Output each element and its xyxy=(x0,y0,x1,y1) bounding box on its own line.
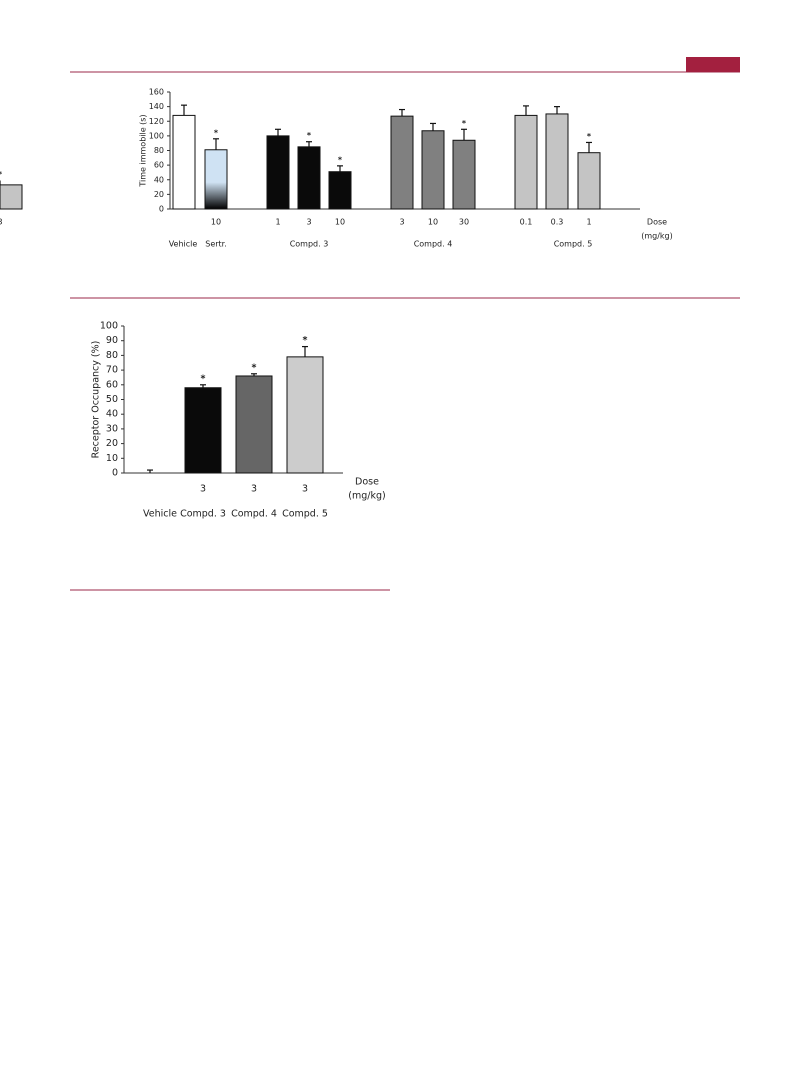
group-label: Compd. 5 xyxy=(554,240,593,249)
significance-label: * xyxy=(0,170,3,179)
bar xyxy=(235,375,273,474)
group-label: Compd. 4 xyxy=(231,509,277,520)
group-label: Compd. 5 xyxy=(282,509,328,520)
significance-label: * xyxy=(252,362,257,373)
dose-label: 0.1 xyxy=(520,218,533,227)
y-axis-label: Time immobile (s) xyxy=(139,114,148,187)
group-label: Compd. 4 xyxy=(414,240,453,249)
bar xyxy=(297,146,321,210)
dose-label: 3 xyxy=(0,218,3,227)
group-label: Sertr. xyxy=(205,240,227,249)
bar xyxy=(266,135,290,210)
dose-label: 10 xyxy=(211,218,221,227)
chart: 0 20 40 60 80 100 120 140 160 Time immobile (s) Do… xyxy=(0,88,673,249)
dose-label: 3 xyxy=(200,484,206,495)
dose-label: 30 xyxy=(459,218,469,227)
significance-label: * xyxy=(338,155,343,164)
dose-label: 10 xyxy=(335,218,345,227)
header-tab xyxy=(686,57,740,72)
x-axis-label: Dose xyxy=(647,218,667,227)
y-tick-label: 90 xyxy=(106,335,118,346)
dose-label: 3 xyxy=(306,218,311,227)
y-tick-label: 30 xyxy=(106,423,118,434)
bar xyxy=(545,113,569,210)
significance-label: * xyxy=(214,128,219,137)
group-label: Vehicle xyxy=(143,509,177,520)
bar xyxy=(172,114,196,210)
x-axis-label: (mg/kg) xyxy=(641,232,673,241)
y-axis-label: Receptor Occupancy (%) xyxy=(91,341,102,459)
y-tick-label: 40 xyxy=(154,175,164,184)
bar xyxy=(421,130,445,210)
y-tick-label: 70 xyxy=(106,365,118,376)
dose-label: 0.3 xyxy=(551,218,564,227)
bar xyxy=(577,152,601,210)
y-tick-label: 80 xyxy=(106,350,118,361)
dose-label: 3 xyxy=(399,218,404,227)
y-tick-label: 100 xyxy=(100,321,118,332)
bar xyxy=(0,184,23,210)
bar xyxy=(452,139,476,210)
significance-label: * xyxy=(587,132,592,141)
y-tick-label: 40 xyxy=(106,409,118,420)
y-tick-label: 20 xyxy=(106,438,118,449)
group-label: Compd. 3 xyxy=(290,240,329,249)
significance-label: * xyxy=(303,335,308,346)
bar xyxy=(184,387,222,474)
bar xyxy=(204,149,228,210)
dose-label: 3 xyxy=(302,484,308,495)
y-tick-label: 80 xyxy=(154,146,164,155)
y-tick-label: 100 xyxy=(149,131,164,140)
y-tick-label: 60 xyxy=(106,379,118,390)
y-tick-label: 140 xyxy=(149,102,164,111)
bar xyxy=(286,356,324,474)
bar xyxy=(390,115,414,210)
y-tick-label: 160 xyxy=(149,88,164,97)
x-axis-label: (mg/kg) xyxy=(348,491,385,502)
dose-label: 1 xyxy=(586,218,591,227)
dose-label: 3 xyxy=(251,484,257,495)
bar xyxy=(514,114,538,210)
y-tick-label: 120 xyxy=(149,117,164,126)
y-tick-label: 0 xyxy=(112,468,118,479)
significance-label: * xyxy=(201,373,206,384)
group-label: Compd. 3 xyxy=(180,509,226,520)
y-tick-label: 0 xyxy=(159,205,164,214)
dose-label: 10 xyxy=(428,218,438,227)
bar xyxy=(328,171,352,210)
y-tick-label: 10 xyxy=(106,453,118,464)
dose-label: 1 xyxy=(275,218,280,227)
significance-label: * xyxy=(307,131,312,140)
chart: 0 10 20 30 40 50 60 70 80 90 100 Receptor Occupancy… xyxy=(91,321,386,520)
y-tick-label: 60 xyxy=(154,161,164,170)
significance-label: * xyxy=(462,119,467,128)
x-axis-label: Dose xyxy=(355,477,379,488)
group-label: Vehicle xyxy=(169,240,198,249)
y-tick-label: 20 xyxy=(154,190,164,199)
y-tick-label: 50 xyxy=(106,394,118,405)
